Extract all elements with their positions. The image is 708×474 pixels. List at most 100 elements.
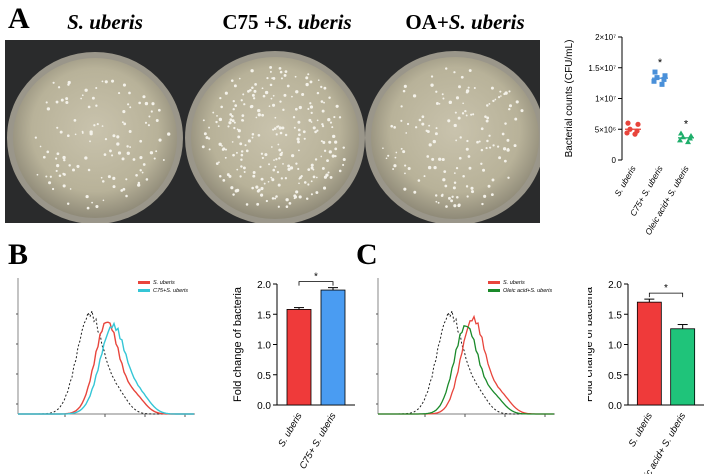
colony-dot	[473, 87, 476, 90]
colony-dot	[128, 130, 132, 133]
colony-dot	[247, 90, 250, 93]
colony-dot	[243, 171, 246, 173]
colony-dot	[42, 155, 46, 159]
bar	[286, 309, 312, 406]
colony-dot	[453, 172, 456, 174]
colony-dot	[132, 158, 136, 161]
colony-dot	[461, 112, 465, 115]
colony-dot	[162, 159, 165, 162]
point-s-uberis	[624, 130, 630, 136]
colony-dot	[122, 110, 126, 114]
colony-dot	[120, 189, 124, 192]
colony-dot	[297, 120, 301, 124]
plate-title-2-species: S. uberis	[275, 10, 352, 34]
y-tick-label: 1.5×10⁷	[588, 64, 616, 73]
colony-dot	[117, 151, 122, 155]
colony-dot	[402, 89, 406, 93]
colony-dot	[465, 147, 469, 151]
colony-dot	[239, 142, 243, 146]
colony-dot	[242, 166, 246, 170]
colony-dot	[307, 73, 310, 76]
colony-dot	[297, 140, 300, 144]
colony-dot	[202, 119, 205, 122]
colony-dot	[310, 111, 313, 114]
colony-dot	[310, 193, 313, 196]
colony-dot	[476, 140, 479, 144]
colony-dot	[215, 120, 218, 124]
colony-dot	[382, 147, 384, 150]
colony-dot	[459, 136, 462, 139]
colony-dot	[452, 186, 456, 190]
colony-dot	[234, 189, 239, 193]
colony-dot	[322, 141, 326, 144]
colony-dot	[486, 104, 489, 107]
colony-dot	[272, 168, 276, 172]
colony-dot	[121, 157, 125, 161]
colony-dot	[257, 188, 261, 192]
colony-dot	[466, 139, 469, 143]
colony-dot	[295, 162, 298, 165]
colony-dot	[314, 130, 317, 134]
colony-dot	[285, 205, 289, 208]
colony-dot	[49, 175, 52, 178]
colony-dot	[230, 186, 234, 190]
colony-dot	[312, 168, 315, 171]
colony-dot	[263, 182, 266, 185]
colony-dot	[126, 145, 129, 148]
colony-dot	[404, 164, 407, 167]
colony-dot	[472, 113, 475, 116]
colony-dot	[403, 187, 407, 191]
legend-swatch	[488, 289, 500, 292]
colony-dot	[251, 186, 254, 190]
colony-dot	[84, 156, 88, 160]
colony-dot	[261, 113, 265, 117]
colony-dot	[320, 85, 323, 89]
colony-dot	[87, 105, 91, 109]
colony-dot	[89, 140, 91, 143]
colony-dot	[496, 145, 500, 148]
colony-dot	[488, 134, 491, 137]
significance-bracket	[298, 281, 334, 286]
colony-dot	[112, 176, 116, 180]
colony-dot	[387, 154, 390, 157]
colony-dot	[503, 159, 507, 163]
colony-dot	[292, 116, 296, 119]
panel-letter-c: C	[356, 238, 378, 271]
point-c75	[661, 76, 667, 82]
chart-b-histogram: S. uberis C75+S. uberis	[16, 278, 195, 417]
colony-dot	[239, 175, 242, 178]
colony-dot	[139, 139, 143, 143]
colony-dot	[242, 93, 245, 96]
colony-dot	[201, 145, 205, 149]
colony-dot	[66, 202, 70, 206]
colony-dot	[45, 175, 48, 178]
colony-dot	[149, 151, 154, 155]
colony-dot	[291, 95, 293, 98]
petri-dish-photo	[5, 40, 540, 223]
colony-dot	[279, 70, 283, 74]
colony-dot	[229, 118, 233, 122]
colony-dot	[267, 180, 270, 183]
colony-dot	[240, 158, 243, 161]
colony-dot	[272, 94, 275, 97]
colony-dot	[235, 151, 238, 154]
colony-dot	[74, 133, 77, 136]
colony-dot	[56, 163, 60, 168]
colony-dot	[228, 121, 232, 125]
colony-dot	[342, 146, 345, 149]
colony-dot	[270, 146, 273, 148]
colony-dot	[56, 126, 59, 129]
colony-dot	[123, 122, 127, 126]
colony-dot	[259, 165, 262, 168]
colony-dot	[281, 126, 285, 130]
colony-dot	[102, 199, 105, 202]
colony-dot	[280, 177, 283, 180]
colony-dot	[224, 91, 228, 95]
colony-dot	[328, 140, 332, 144]
colony-dot	[270, 97, 273, 100]
colony-dot	[276, 171, 280, 174]
colony-dot	[442, 178, 446, 182]
bar-y-axis-label: Fold change of bacteria	[232, 286, 244, 402]
colony-dot	[279, 100, 282, 103]
colony-dot	[296, 137, 300, 141]
